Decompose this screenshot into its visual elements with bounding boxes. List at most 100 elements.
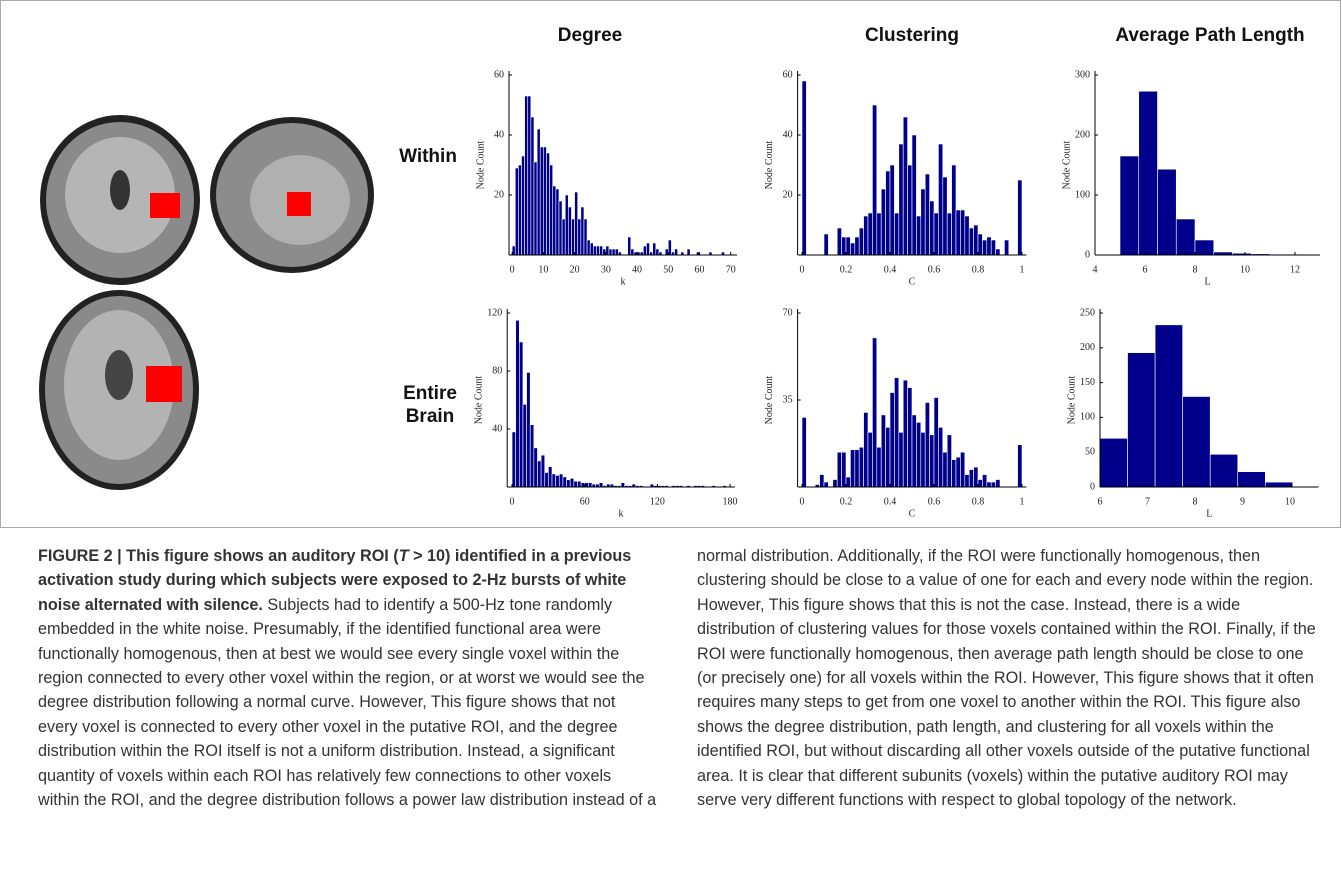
bar — [1210, 454, 1238, 487]
bar — [833, 480, 837, 487]
x-tick-label: 0.6 — [928, 264, 941, 275]
bar — [1238, 472, 1266, 487]
bar — [837, 228, 841, 255]
y-axis-label: Node Count — [475, 140, 486, 189]
column-title: Average Path Length — [1115, 25, 1304, 46]
bar — [587, 240, 590, 255]
bar — [938, 427, 942, 487]
bar — [559, 201, 562, 255]
bar — [982, 240, 986, 255]
bar — [556, 189, 559, 255]
bar — [543, 147, 546, 255]
bar — [1018, 180, 1022, 255]
bar — [585, 483, 589, 487]
x-axis-label: L — [1206, 508, 1212, 519]
x-tick-label: 20 — [570, 264, 580, 275]
bar — [982, 475, 986, 487]
bar — [824, 482, 828, 487]
bar — [1158, 169, 1177, 255]
bar — [628, 237, 631, 255]
bar — [930, 435, 934, 487]
bar — [996, 480, 1000, 487]
bar — [1018, 445, 1022, 487]
x-tick-label: 8 — [1193, 496, 1198, 507]
bar — [1100, 438, 1128, 487]
bar — [820, 475, 824, 487]
x-axis-label: C — [909, 508, 916, 519]
y-axis-label: Node Count — [764, 375, 775, 424]
bar — [908, 388, 912, 487]
bar — [925, 174, 929, 255]
bar — [916, 216, 920, 255]
bar — [969, 470, 973, 487]
bar — [934, 213, 938, 255]
y-tick-label: 50 — [1085, 446, 1095, 457]
bar — [559, 474, 563, 487]
bar — [890, 393, 894, 487]
bar — [837, 452, 841, 487]
bar — [570, 478, 574, 487]
bar — [965, 475, 969, 487]
y-tick-label: 200 — [1075, 129, 1090, 140]
bar — [921, 432, 925, 487]
bar — [850, 243, 854, 255]
bar — [899, 144, 903, 255]
bar — [1155, 325, 1183, 487]
y-tick-label: 40 — [492, 423, 502, 434]
bar — [516, 320, 520, 487]
bar — [1195, 240, 1214, 255]
bar — [1128, 353, 1156, 487]
bar — [912, 135, 916, 255]
x-tick-label: 0.4 — [884, 496, 897, 507]
y-tick-label: 70 — [783, 307, 793, 318]
page: Degree Clustering Average Path Length Wi… — [0, 0, 1342, 893]
brain-sagittal — [210, 117, 374, 273]
bar — [868, 213, 872, 255]
bar — [956, 210, 960, 255]
bar — [859, 447, 863, 487]
row-title: Entire Brain — [385, 382, 475, 428]
y-tick-label: 250 — [1080, 307, 1095, 318]
bar — [540, 147, 543, 255]
bar — [978, 234, 982, 255]
bar — [590, 243, 593, 255]
x-tick-label: 0.4 — [884, 264, 897, 275]
bar — [903, 117, 907, 255]
bar — [546, 153, 549, 255]
bar — [969, 228, 973, 255]
bar — [864, 216, 868, 255]
bar — [987, 482, 991, 487]
bar — [899, 432, 903, 487]
bar — [653, 243, 656, 255]
x-axis-label: k — [619, 508, 624, 519]
bar — [571, 219, 574, 255]
y-tick-label: 120 — [487, 307, 502, 318]
bar — [855, 237, 859, 255]
y-axis-label: Node Count — [473, 375, 484, 424]
bar — [621, 483, 625, 487]
x-tick-label: 0 — [510, 264, 515, 275]
bar — [987, 237, 991, 255]
x-tick-label: 10 — [1240, 264, 1250, 275]
bar — [548, 467, 552, 487]
bar — [527, 372, 531, 487]
y-tick-label: 40 — [783, 129, 793, 140]
x-tick-label: 10 — [1285, 496, 1295, 507]
x-tick-label: 50 — [663, 264, 673, 275]
bar — [978, 480, 982, 487]
column-title: Clustering — [865, 25, 959, 46]
row-title-box: Entire Brain — [385, 382, 475, 438]
bar — [930, 201, 934, 255]
bar — [574, 481, 578, 487]
bar — [802, 81, 806, 255]
x-tick-label: 0 — [800, 264, 805, 275]
y-axis-label: Node Count — [1061, 140, 1072, 189]
x-tick-label: 0 — [800, 496, 805, 507]
y-tick-label: 0 — [1085, 249, 1090, 260]
bar — [518, 165, 521, 255]
y-tick-label: 80 — [492, 365, 502, 376]
y-tick-label: 200 — [1080, 342, 1095, 353]
bar — [530, 425, 534, 487]
x-tick-label: 70 — [726, 264, 736, 275]
bar — [596, 246, 599, 255]
